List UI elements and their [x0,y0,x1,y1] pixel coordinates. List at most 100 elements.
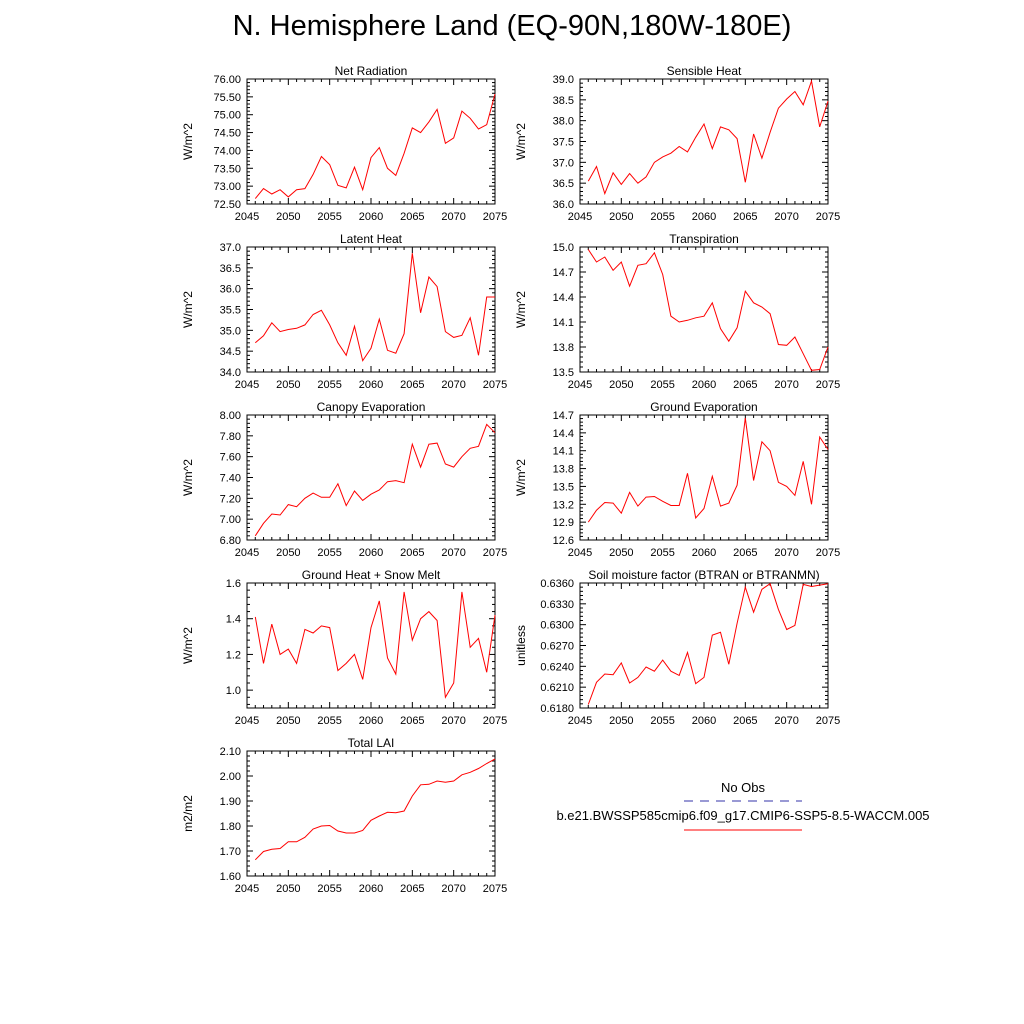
y-tick-label: 14.7 [553,267,574,279]
x-tick-label: 2055 [650,715,674,727]
y-axis-label: W/m^2 [181,459,195,496]
series-line [587,249,829,371]
x-tick-label: 2075 [483,211,507,223]
y-tick-label: 0.6210 [540,682,574,694]
y-tick-label: 34.0 [220,367,241,379]
x-tick-label: 2050 [609,211,633,223]
chart-panel: Net Radiation W/m^2 2045 2050 2055 2060 2065 20… [181,64,507,223]
series-line [587,79,829,196]
y-tick-label: 0.6360 [540,578,574,590]
y-tick-label: 15.0 [553,242,574,254]
x-tick-label: 2075 [816,715,840,727]
y-tick-label: 13.8 [553,464,574,476]
x-tick-label: 2055 [650,379,674,391]
plot-frame [246,246,496,373]
plot-frame [246,78,496,205]
x-tick-label: 2045 [568,379,592,391]
x-tick-label: 2065 [400,883,424,895]
x-tick-label: 2050 [609,547,633,559]
plot-frame [246,750,496,877]
x-tick-label: 2060 [359,715,383,727]
y-tick-label: 36.0 [553,199,574,211]
y-tick-label: 36.5 [553,178,574,190]
y-tick-label: 6.80 [220,535,241,547]
plot-frame [579,414,829,541]
chart-panel: Ground Evaporation W/m^2 2045 2050 2055 2060 2… [514,400,840,559]
x-tick-label: 2075 [483,547,507,559]
x-tick-label: 2075 [483,883,507,895]
x-tick-label: 2065 [733,379,757,391]
panel-title: Net Radiation [335,64,408,78]
legend: No Obs b.e21.BWSSP585cmip6.f09_g17.CMIP6… [556,780,930,831]
y-tick-label: 1.80 [220,821,241,833]
plot-frame [246,582,496,709]
y-axis-label: W/m^2 [181,627,195,664]
x-tick-label: 2050 [276,211,300,223]
x-tick-label: 2045 [235,883,259,895]
y-tick-label: 74.50 [213,128,241,140]
x-tick-label: 2050 [276,379,300,391]
y-tick-label: 76.00 [213,74,241,86]
x-tick-label: 2055 [317,211,341,223]
plot-frame [246,414,496,541]
x-tick-label: 2070 [441,379,465,391]
y-tick-label: 1.90 [220,796,241,808]
x-tick-label: 2050 [276,715,300,727]
y-tick-label: 7.60 [220,452,241,464]
x-tick-label: 2045 [568,547,592,559]
chart-panel: Soil moisture factor (BTRAN or BTRANMN) u… [514,568,840,727]
y-tick-label: 1.60 [220,871,241,883]
y-tick-label: 1.70 [220,846,241,858]
y-tick-label: 37.0 [553,157,574,169]
y-tick-label: 7.40 [220,473,241,485]
y-axis-label: unitless [514,625,528,666]
x-tick-label: 2075 [483,715,507,727]
y-tick-label: 8.00 [220,410,241,422]
y-tick-label: 7.80 [220,431,241,443]
y-tick-label: 12.6 [553,535,574,547]
x-tick-label: 2045 [235,715,259,727]
y-tick-label: 72.50 [213,199,241,211]
x-tick-label: 2065 [400,379,424,391]
y-tick-label: 14.1 [553,317,574,329]
x-tick-label: 2055 [317,379,341,391]
series-line [254,253,495,362]
panel-title: Sensible Heat [667,64,742,78]
y-tick-label: 0.6270 [540,641,574,653]
y-tick-label: 37.0 [220,242,241,254]
y-tick-label: 75.50 [213,92,241,104]
panel-title: Canopy Evaporation [317,400,426,414]
x-tick-label: 2050 [609,379,633,391]
x-tick-label: 2065 [733,211,757,223]
y-axis-label: W/m^2 [181,123,195,160]
chart-panel: Sensible Heat W/m^2 2045 2050 2055 2060 2065 20… [514,64,840,223]
y-tick-label: 13.5 [553,481,574,493]
panel-title: Transpiration [669,232,739,246]
x-tick-label: 2070 [774,211,798,223]
y-tick-label: 73.50 [213,163,241,175]
x-tick-label: 2070 [774,379,798,391]
x-tick-label: 2075 [816,547,840,559]
x-tick-label: 2060 [359,211,383,223]
x-tick-label: 2045 [235,211,259,223]
legend-title: No Obs [721,780,766,795]
x-tick-label: 2045 [235,547,259,559]
x-tick-label: 2045 [235,379,259,391]
y-tick-label: 14.4 [553,428,574,440]
y-tick-label: 7.20 [220,493,241,505]
x-tick-label: 2060 [359,547,383,559]
series-line [254,758,496,861]
y-tick-label: 13.8 [553,342,574,354]
chart-panel: Transpiration W/m^2 2045 2050 2055 2060 2065 20… [514,232,840,391]
x-tick-label: 2055 [317,547,341,559]
y-tick-label: 73.00 [213,181,241,193]
x-tick-label: 2070 [441,211,465,223]
y-tick-label: 35.0 [220,325,241,337]
y-tick-label: 36.5 [220,263,241,275]
x-tick-label: 2045 [568,715,592,727]
y-axis-label: W/m^2 [181,291,195,328]
series-line [254,591,496,699]
panel-title: Ground Evaporation [650,400,757,414]
y-tick-label: 1.2 [226,649,241,661]
